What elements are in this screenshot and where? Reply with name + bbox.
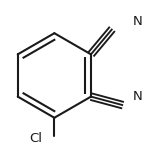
- Text: N: N: [133, 90, 142, 103]
- Text: N: N: [133, 15, 142, 28]
- Text: Cl: Cl: [30, 132, 43, 145]
